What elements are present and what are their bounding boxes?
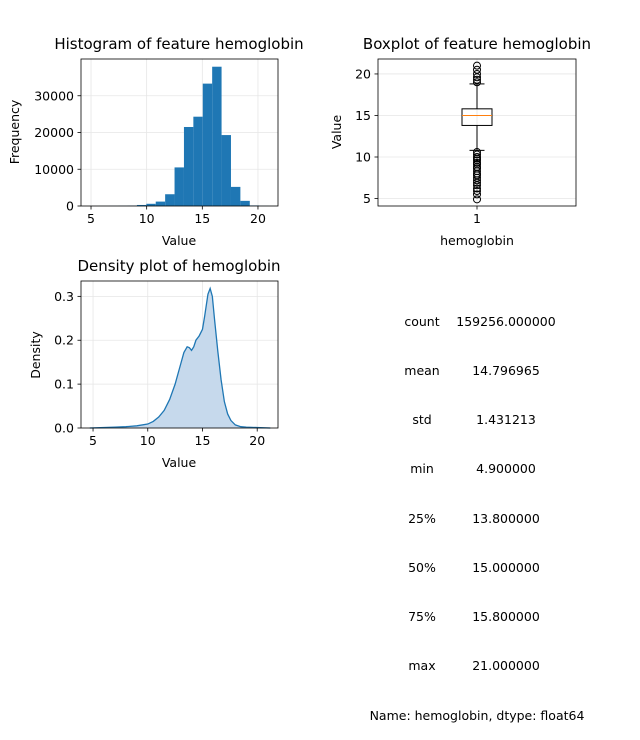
boxplot-ylabel: Value [329,115,344,150]
stat-key: mean [393,363,451,379]
stat-key: count [393,314,451,330]
x-tick-label: 20 [250,211,266,226]
stat-key: 50% [393,560,451,576]
stat-value: 15.000000 [451,560,561,576]
stat-value: 14.796965 [451,363,561,379]
boxplot-xlabel: hemoglobin [440,233,514,248]
histogram-bar [212,67,221,206]
histogram-bar [184,127,193,206]
y-tick-label: 15 [355,108,371,123]
x-tick-label: 15 [194,211,210,226]
histogram-bar [222,135,231,206]
density-ylabel: Density [28,331,43,379]
x-tick-label: 1 [473,211,481,226]
density-area [90,288,271,428]
histogram-bar [165,194,174,206]
stat-key: std [393,412,451,428]
histogram-bar [203,84,212,206]
density-xlabel: Value [162,455,197,470]
stat-row-75: 75%15.800000 [340,609,614,625]
y-tick-label: 5 [363,191,371,206]
y-tick-label: 0 [66,199,74,214]
histogram-bar [175,167,184,206]
y-tick-label: 0.0 [54,421,74,436]
x-tick-label: 5 [89,433,97,448]
histogram-bar [231,187,240,206]
stat-value: 159256.000000 [451,314,561,330]
stat-key: min [393,461,451,477]
histogram-ylabel: Frequency [7,99,22,164]
x-tick-label: 10 [140,433,156,448]
histogram-bar [240,201,249,206]
histogram-bar [156,202,165,206]
stat-value: 15.800000 [451,609,561,625]
density-title: Density plot of hemoglobin [77,257,280,275]
stat-value: 21.000000 [451,658,561,674]
stat-key: 25% [393,511,451,527]
stat-row-50: 50%15.000000 [340,560,614,576]
y-tick-label: 10000 [34,162,74,177]
y-tick-label: 0.1 [54,377,74,392]
histogram-bar [193,117,202,206]
stat-value: 13.800000 [451,511,561,527]
boxplot-title: Boxplot of feature hemoglobin [363,35,591,53]
y-tick-label: 0.2 [54,333,74,348]
x-tick-label: 20 [249,433,265,448]
y-tick-label: 20000 [34,125,74,140]
x-tick-label: 15 [195,433,211,448]
density-panel: Density plot of hemoglobin 5 10 15 20 0.0 0.1… [28,257,281,470]
y-tick-label: 0.3 [54,289,74,304]
stat-value: 4.900000 [451,461,561,477]
stat-row-25: 25%13.800000 [340,511,614,527]
histogram-xlabel: Value [162,233,197,248]
x-tick-label: 5 [87,211,95,226]
stat-value: 1.431213 [451,412,561,428]
y-tick-label: 10 [355,150,371,165]
y-tick-label: 20 [355,66,371,81]
y-tick-label: 30000 [34,88,74,103]
x-tick-label: 10 [139,211,155,226]
stat-key: max [393,658,451,674]
stat-footer: Name: hemoglobin, dtype: float64 [340,708,614,724]
stat-key: 75% [393,609,451,625]
histogram-title: Histogram of feature hemoglobin [54,35,303,53]
